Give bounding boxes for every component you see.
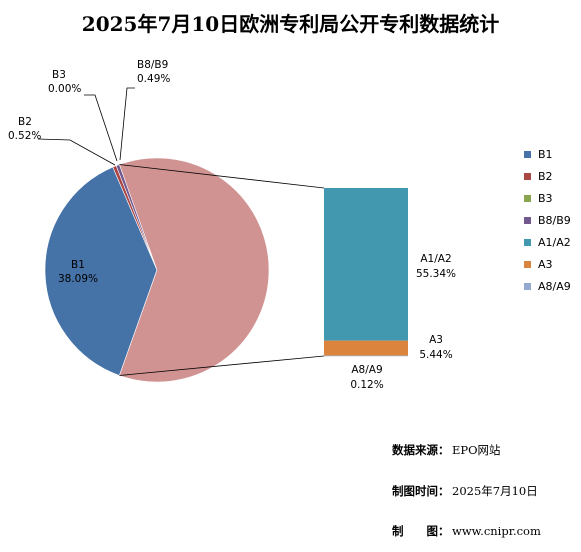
legend-item-a3: A3 bbox=[524, 253, 571, 275]
legend-label-b8-b9: B8/B9 bbox=[538, 214, 571, 227]
footer-row-date: 制图时间： 2025年7月10日 bbox=[392, 485, 541, 499]
legend-item-b8-b9: B8/B9 bbox=[524, 209, 571, 231]
pie-label-b1: B1 bbox=[71, 259, 85, 271]
leader-line-b8-b9 bbox=[120, 88, 135, 160]
legend-label-b3: B3 bbox=[538, 192, 553, 205]
footer-date-label: 制图时间： bbox=[392, 485, 452, 499]
bar-value-a1-a2: 55.34% bbox=[416, 268, 456, 280]
chart-footer: 数据来源： EPO网站 制图时间： 2025年7月10日 制 图： www.cn… bbox=[392, 417, 541, 552]
pie-value-b2: 0.52% bbox=[8, 130, 41, 142]
legend-swatch-a8-a9 bbox=[524, 283, 531, 290]
pie-label-b2: B2 bbox=[18, 116, 32, 128]
legend-swatch-b2 bbox=[524, 173, 531, 180]
bar-label-a8-a9: A8/A9 bbox=[351, 364, 382, 376]
legend-swatch-a1-a2 bbox=[524, 239, 531, 246]
pie-value-b8-b9: 0.49% bbox=[137, 73, 170, 85]
pie-label-b8-b9: B8/B9 bbox=[137, 59, 168, 71]
leader-line-b3 bbox=[84, 95, 117, 161]
pie-value-b1: 38.09% bbox=[58, 273, 98, 285]
leader-line-b2 bbox=[38, 139, 115, 165]
pie-label-b3: B3 bbox=[52, 69, 66, 81]
legend-swatch-b8-b9 bbox=[524, 217, 531, 224]
legend-item-b2: B2 bbox=[524, 165, 571, 187]
pie-value-b3: 0.00% bbox=[48, 83, 81, 95]
footer-row-author: 制 图： www.cnipr.com bbox=[392, 525, 541, 539]
footer-source-value: EPO网站 bbox=[452, 444, 501, 458]
legend-swatch-a3 bbox=[524, 261, 531, 268]
bar-segment-a8-a9 bbox=[324, 356, 408, 357]
footer-source-label: 数据来源： bbox=[392, 444, 452, 458]
footer-row-source: 数据来源： EPO网站 bbox=[392, 444, 541, 458]
bar-label-a1-a2: A1/A2 bbox=[420, 253, 451, 265]
legend-item-b1: B1 bbox=[524, 143, 571, 165]
bar-label-a3: A3 bbox=[429, 334, 443, 346]
chart-legend: B1 B2 B3 B8/B9 A1/A2 A3 A8/A9 bbox=[524, 143, 571, 297]
legend-label-a1-a2: A1/A2 bbox=[538, 236, 571, 249]
footer-author-value: www.cnipr.com bbox=[452, 525, 541, 539]
legend-item-a8-a9: A8/A9 bbox=[524, 275, 571, 297]
bar-value-a8-a9: 0.12% bbox=[350, 379, 383, 391]
legend-swatch-b1 bbox=[524, 151, 531, 158]
pie-of-bar-chart: B1 38.09% B2 0.52% B3 0.00% B8/B9 0.49% A1/A2 55.… bbox=[0, 0, 581, 466]
legend-label-a3: A3 bbox=[538, 258, 553, 271]
legend-label-b2: B2 bbox=[538, 170, 553, 183]
legend-item-a1-a2: A1/A2 bbox=[524, 231, 571, 253]
footer-author-label: 制 图： bbox=[392, 525, 452, 539]
bar-segment-a3 bbox=[324, 341, 408, 356]
bar-segment-a1-a2 bbox=[324, 188, 408, 341]
legend-swatch-b3 bbox=[524, 195, 531, 202]
legend-label-a8-a9: A8/A9 bbox=[538, 280, 571, 293]
legend-label-b1: B1 bbox=[538, 148, 553, 161]
legend-item-b3: B3 bbox=[524, 187, 571, 209]
bar-value-a3: 5.44% bbox=[419, 349, 452, 361]
footer-date-value: 2025年7月10日 bbox=[452, 485, 538, 499]
